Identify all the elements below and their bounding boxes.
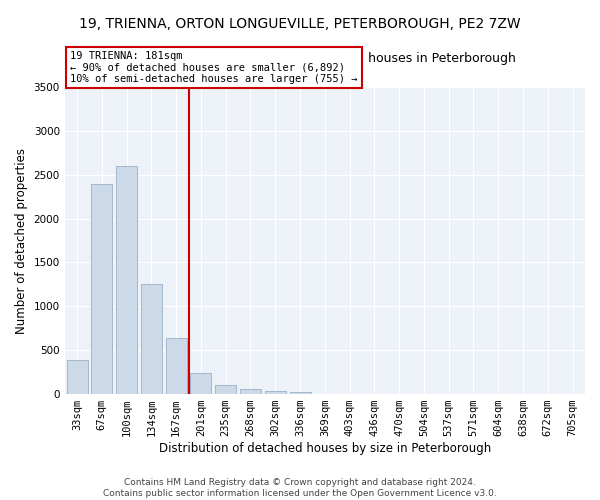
- Bar: [116, 166, 137, 394]
- Y-axis label: Number of detached properties: Number of detached properties: [15, 148, 28, 334]
- X-axis label: Distribution of detached houses by size in Peterborough: Distribution of detached houses by size …: [159, 442, 491, 455]
- Text: 19, TRIENNA, ORTON LONGUEVILLE, PETERBOROUGH, PE2 7ZW: 19, TRIENNA, ORTON LONGUEVILLE, PETERBOR…: [79, 18, 521, 32]
- Bar: [290, 392, 311, 394]
- Bar: [166, 338, 187, 394]
- Bar: [265, 390, 286, 394]
- Bar: [67, 360, 88, 394]
- Bar: [190, 373, 211, 394]
- Bar: [141, 284, 162, 394]
- Text: 19 TRIENNA: 181sqm
← 90% of detached houses are smaller (6,892)
10% of semi-deta: 19 TRIENNA: 181sqm ← 90% of detached hou…: [70, 51, 358, 84]
- Bar: [91, 184, 112, 394]
- Bar: [215, 385, 236, 394]
- Bar: [240, 390, 261, 394]
- Title: Size of property relative to detached houses in Peterborough: Size of property relative to detached ho…: [134, 52, 516, 65]
- Text: Contains HM Land Registry data © Crown copyright and database right 2024.
Contai: Contains HM Land Registry data © Crown c…: [103, 478, 497, 498]
